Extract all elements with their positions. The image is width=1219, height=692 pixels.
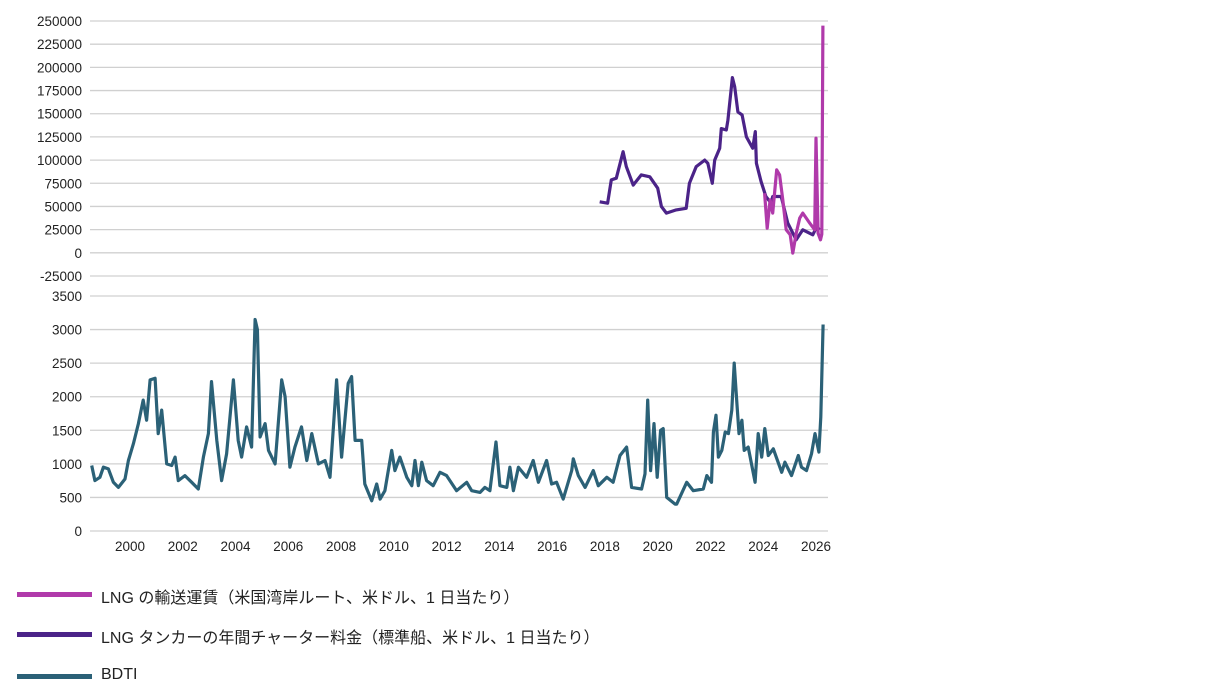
y-tick-label: 50000 [44, 199, 82, 214]
x-tick-label: 2020 [643, 539, 673, 554]
y-tick-label: 3500 [52, 289, 82, 304]
x-tick-label: 2014 [484, 539, 515, 554]
gridlines [90, 20, 828, 532]
y-tick-label: 225000 [37, 37, 82, 52]
x-tick-label: 2024 [748, 539, 779, 554]
x-tick-label: 2004 [221, 539, 252, 554]
y-tick-label: 1000 [52, 457, 82, 472]
series-line-0-0 [599, 76, 821, 242]
x-tick-label: 2018 [590, 539, 620, 554]
y-tick-label: 1500 [52, 423, 82, 438]
x-tick-label: 2008 [326, 539, 356, 554]
x-tick-label: 2016 [537, 539, 567, 554]
y-tick-label: 2000 [52, 390, 82, 405]
y-tick-label: 75000 [44, 176, 82, 191]
y-tick-label: -25000 [40, 269, 82, 284]
legend-label-lng-freight: LNG の輸送運賃（米国湾岸ルート、米ドル、1 日当たり） [101, 590, 520, 607]
y-tick-label: 0 [74, 246, 82, 261]
legend-item-lng-charter[interactable]: LNG タンカーの年間チャーター料金（標準船、米ドル、1 日当たり） [0, 620, 700, 650]
y-tick-label: 175000 [37, 84, 82, 99]
x-axis-labels: 2000 2002 2004 2006 2008 2010 2012 2014 2016 2018… [115, 539, 831, 554]
y-tick-label: 250000 [37, 14, 82, 29]
legend-swatch-bdti [17, 674, 92, 679]
y-tick-label: 125000 [37, 130, 82, 145]
legend-label-bdti: BDTI [101, 666, 138, 683]
y-tick-label: 500 [59, 490, 82, 505]
legend-swatch-lng-charter [17, 632, 92, 637]
x-tick-label: 2022 [695, 539, 725, 554]
legend-item-lng-freight[interactable]: LNG の輸送運賃（米国湾岸ルート、米ドル、1 日当たり） [0, 580, 700, 610]
x-tick-label: 2026 [801, 539, 831, 554]
y-tick-label: 200000 [37, 60, 82, 75]
x-tick-label: 2012 [432, 539, 462, 554]
y-axis-labels: -250000250005000075000100000125000150000… [37, 14, 82, 539]
legend-item-bdti[interactable]: BDTI [0, 662, 700, 692]
x-tick-label: 2010 [379, 539, 409, 554]
legend-label-lng-charter: LNG タンカーの年間チャーター料金（標準船、米ドル、1 日当たり） [101, 630, 600, 647]
y-tick-label: 2500 [52, 356, 82, 371]
x-tick-label: 2000 [115, 539, 145, 554]
legend-swatch-lng-freight [17, 592, 92, 597]
y-tick-label: 150000 [37, 107, 82, 122]
series-lines [90, 25, 825, 506]
y-tick-label: 0 [74, 524, 82, 539]
series-line-0-1 [763, 25, 825, 255]
x-tick-label: 2002 [168, 539, 198, 554]
series-line-1-0 [90, 317, 825, 506]
y-tick-label: 3000 [52, 323, 82, 338]
x-tick-label: 2006 [273, 539, 303, 554]
y-tick-label: 100000 [37, 153, 82, 168]
y-tick-label: 25000 [44, 223, 82, 238]
